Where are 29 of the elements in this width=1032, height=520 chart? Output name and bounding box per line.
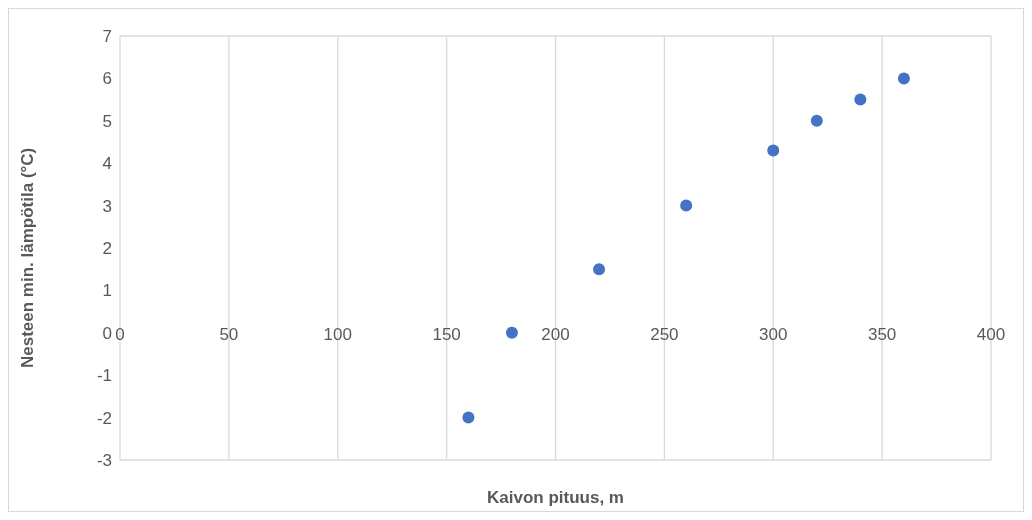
y-tick-label: 3 — [102, 196, 112, 216]
point — [810, 114, 823, 127]
x-tick-label: 100 — [323, 325, 352, 345]
x-tick-label: 50 — [219, 325, 239, 345]
point — [505, 326, 518, 339]
x-tick-label: 250 — [650, 325, 679, 345]
x-tick-label: 200 — [541, 325, 570, 345]
y-tick-label: -1 — [96, 366, 112, 386]
point — [767, 144, 780, 157]
point — [854, 93, 867, 106]
y-tick-label: 1 — [102, 281, 112, 301]
y-tick-label: 2 — [102, 239, 112, 259]
y-axis-title: Nesteen min. lämpötila (°C) — [18, 147, 38, 368]
y-tick-label: 4 — [102, 154, 112, 174]
point — [680, 199, 693, 212]
point — [462, 411, 475, 424]
y-tick-label: 5 — [102, 111, 112, 131]
x-tick-label: 300 — [759, 325, 788, 345]
x-tick-label: 400 — [976, 325, 1006, 345]
x-tick-label: 0 — [115, 325, 125, 345]
point — [593, 263, 606, 276]
point — [897, 72, 910, 85]
y-tick-label: -2 — [96, 408, 112, 428]
y-tick-label: 6 — [102, 69, 112, 89]
x-tick-label: 150 — [432, 325, 461, 345]
x-tick-label: 350 — [867, 325, 897, 345]
x-axis-title: Kaivon pituus, m — [487, 488, 624, 507]
y-tick-label: 7 — [102, 27, 112, 47]
y-tick-label: -3 — [96, 451, 112, 471]
